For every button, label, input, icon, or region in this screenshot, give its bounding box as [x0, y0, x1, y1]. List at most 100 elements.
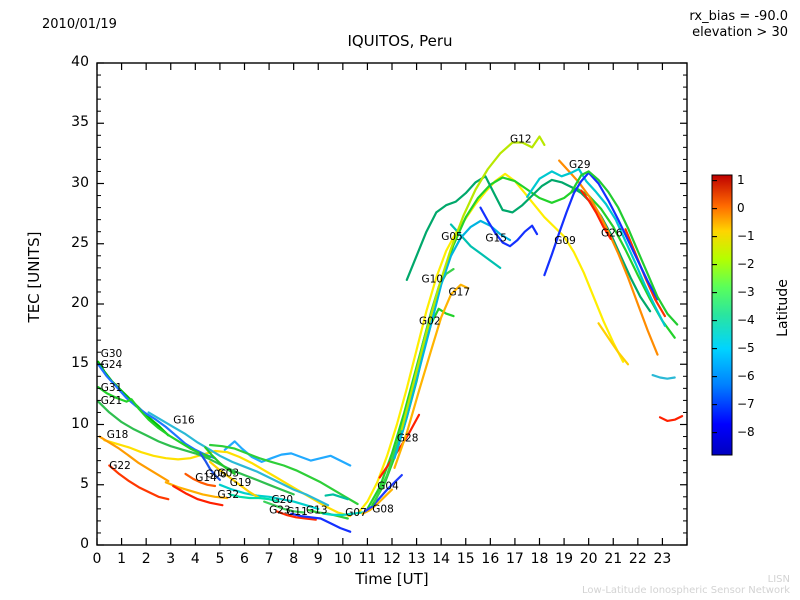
colorbar-tick-label: −7 [737, 396, 755, 411]
x-tick-label: 18 [530, 551, 549, 567]
prn-label-G06: G06 [205, 469, 227, 481]
tec-trace [558, 159, 659, 356]
tec-trace-G14 [184, 472, 217, 488]
prn-label-G05: G05 [441, 231, 463, 243]
x-tick-label: 20 [579, 551, 598, 567]
prn-label-G24: G24 [101, 359, 123, 371]
tec-trace [597, 322, 630, 366]
prn-label-G31: G31 [101, 382, 123, 394]
tec-trace-G11 [290, 512, 352, 533]
colorbar-tick-label: −3 [737, 284, 755, 299]
tec-trace-G23 [275, 510, 317, 521]
data-curves-layer [97, 135, 684, 533]
tec-trace-G09 [543, 171, 659, 301]
tec-trace-G20 [263, 500, 305, 514]
tec-trace [223, 440, 352, 467]
plot-frame [96, 62, 688, 546]
x-tick-label: 4 [190, 551, 200, 567]
tec-trace-G03 [204, 446, 236, 475]
tec-trace-G04 [363, 474, 403, 513]
prn-label-G10: G10 [422, 273, 444, 285]
x-tick-label: 1 [117, 551, 127, 567]
prn-label-G17: G17 [449, 287, 471, 299]
colorbar-tick-label: 1 [737, 172, 745, 187]
tec-trace [449, 223, 502, 269]
x-tick-label: 16 [481, 551, 500, 567]
tec-trace [651, 374, 676, 380]
x-tick-label: 2 [141, 551, 151, 567]
tec-trace-G19 [209, 460, 261, 500]
prn-label-G20: G20 [272, 494, 294, 506]
x-tick-label: 8 [289, 551, 299, 567]
rx-bias-annotation: rx_bias = -90.0 [689, 9, 788, 24]
axes-layer [96, 62, 688, 546]
tec-trace [172, 484, 224, 507]
page-title: IQUITOS, Peru [347, 32, 453, 50]
y-tick-label: 40 [71, 54, 89, 70]
x-tick-label: 11 [358, 551, 377, 567]
tec-trace-G18 [98, 435, 170, 483]
elevation-annotation: elevation > 30 [692, 25, 788, 40]
prn-label-G32: G32 [218, 489, 240, 501]
prn-label-G18: G18 [107, 429, 129, 441]
prn-label-G08: G08 [372, 504, 394, 516]
x-tick-label: 7 [264, 551, 274, 567]
prn-label-G19: G19 [230, 477, 252, 489]
x-tick-label: 17 [505, 551, 524, 567]
tec-trace [658, 415, 684, 422]
y-tick-label: 10 [71, 415, 89, 432]
x-tick-label: 6 [240, 551, 249, 567]
tec-trace [164, 481, 229, 500]
prn-label-G28: G28 [397, 432, 419, 444]
tec-trace [209, 443, 359, 506]
tec-trace [324, 493, 349, 501]
x-tick-label: 22 [628, 551, 647, 567]
tec-trace-G06 [199, 452, 221, 481]
y-tick-label: 30 [71, 174, 89, 191]
y-tick-label: 25 [71, 234, 89, 251]
x-tick-label: 14 [432, 551, 451, 567]
prn-label-G12: G12 [510, 134, 532, 146]
x-tick-label: 3 [166, 551, 176, 567]
prn-label-G13: G13 [306, 505, 328, 517]
y-tick-label: 20 [71, 295, 89, 311]
prn-label-G23: G23 [269, 505, 291, 517]
colorbar-tick-label: 0 [737, 200, 745, 215]
x-tick-label: 9 [313, 551, 323, 567]
watermark-acronym: LISN [767, 574, 790, 585]
prn-label-G09: G09 [554, 235, 576, 247]
tec-trace-G28 [378, 413, 421, 479]
colorbar-tick-label: −4 [737, 312, 755, 327]
prn-label-G04: G04 [377, 481, 399, 493]
prn-label-G11: G11 [286, 506, 308, 518]
tec-trace-G26 [570, 170, 679, 326]
x-tick-label: 23 [653, 551, 672, 567]
x-tick-label: 15 [456, 551, 475, 567]
x-axis-label: Time [UT] [355, 570, 429, 588]
x-tick-label: 21 [604, 551, 623, 567]
x-tick-label: 5 [215, 551, 225, 567]
tec-trace-G17 [393, 283, 470, 469]
y-tick-label: 0 [80, 536, 89, 552]
tec-trace-G21 [97, 400, 295, 496]
tec-trace-G22 [108, 464, 170, 501]
tec-trace-G05 [393, 219, 512, 460]
prn-label-G03: G03 [218, 467, 240, 479]
tec-trace-G16 [147, 411, 330, 507]
tec-trace-G32 [228, 493, 280, 503]
prn-label-G07: G07 [345, 507, 367, 519]
tec-trace [580, 189, 612, 240]
watermark-fullname: Low-Latitude Ionospheric Sensor Network [582, 585, 790, 596]
prn-label-G14: G14 [195, 472, 217, 484]
tec-trace-G08 [361, 488, 394, 515]
x-tick-label: 10 [333, 551, 352, 567]
date-label: 2010/01/19 [42, 17, 117, 32]
colorbar-tick-label: −6 [737, 368, 755, 383]
x-tick-label: 19 [555, 551, 573, 567]
tec-trace [218, 483, 320, 510]
tec-trace-G12 [400, 135, 546, 431]
x-tick-label: 0 [92, 551, 102, 567]
y-tick-label: 15 [71, 355, 89, 372]
prn-label-G02: G02 [419, 316, 441, 328]
